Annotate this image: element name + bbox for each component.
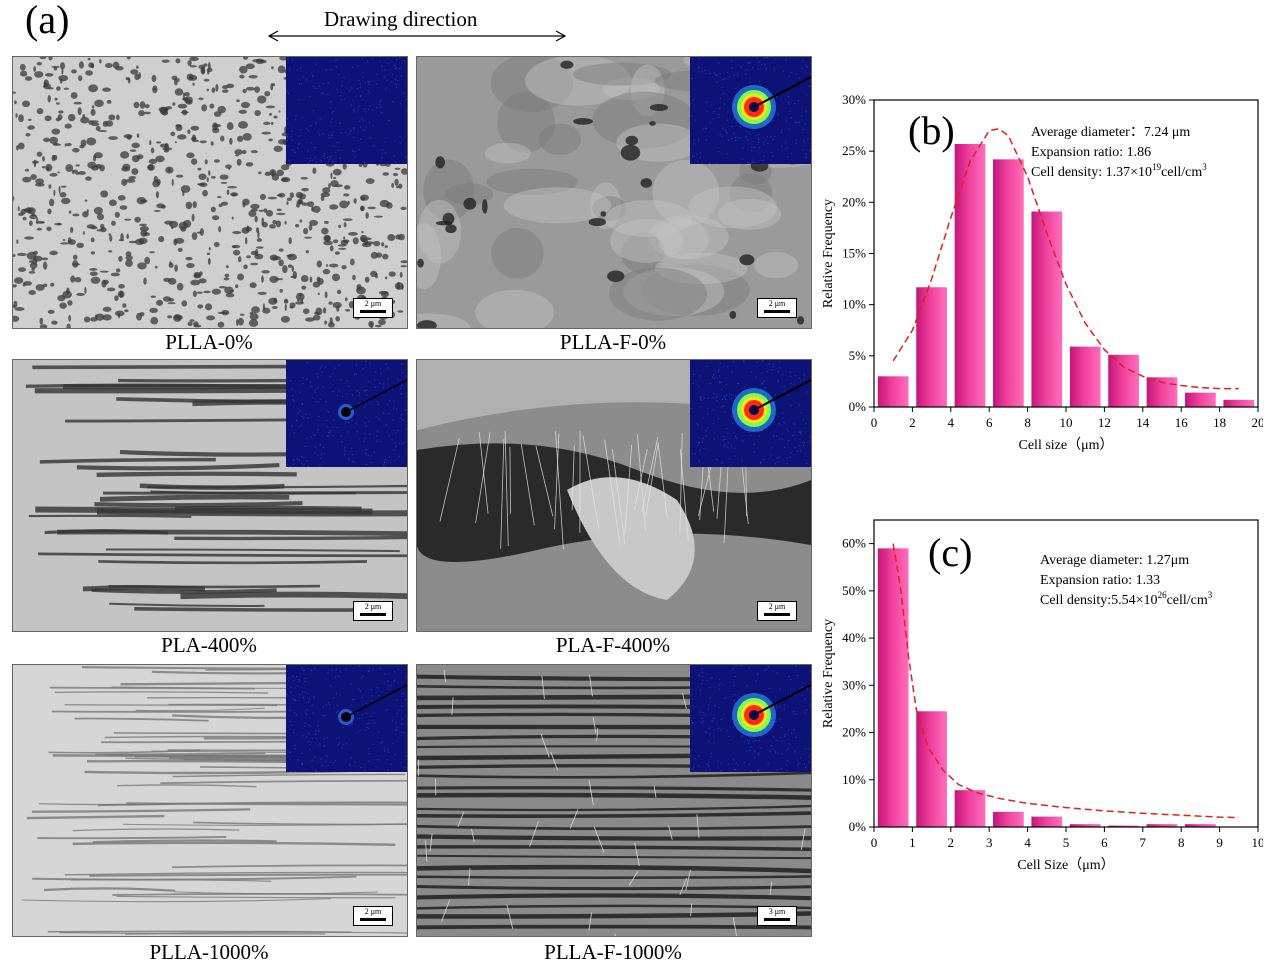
histogram-bar	[1031, 212, 1062, 407]
y-tick-label: 0%	[849, 819, 867, 834]
cell-density-annotation: Cell density: 1.37×1019cell/cm3	[1031, 162, 1207, 180]
saxs-pattern-inset	[690, 57, 811, 164]
sem-image: 2 μm	[416, 359, 812, 632]
y-tick-label: 50%	[842, 583, 866, 598]
x-tick-label: 5	[1063, 835, 1070, 850]
scale-bar: 3 μm	[757, 906, 797, 926]
saxs-pattern-inset	[286, 57, 407, 164]
scale-bar: 2 μm	[757, 601, 797, 621]
scale-bar: 2 μm	[353, 906, 393, 926]
histogram-bar	[1031, 817, 1062, 827]
y-tick-label: 20%	[842, 194, 866, 209]
y-axis-label: Relative Frequency	[821, 199, 836, 308]
y-tick-label: 20%	[842, 725, 866, 740]
x-tick-label: 8	[1024, 415, 1031, 430]
panel-a-label: (a)	[25, 0, 69, 40]
stats-annotation: Average diameter: 1.27μm	[1040, 553, 1189, 568]
chart-b: 0 2 4 6 8 10 12 14 16 18 20 0% 5% 10% 15% 20% 25% 30% Cell…	[818, 92, 1263, 464]
histogram-bar	[1108, 355, 1139, 407]
x-tick-label: 6	[986, 415, 993, 430]
sem-image: 3 μm	[416, 664, 812, 937]
x-tick-label: 10	[1252, 835, 1264, 850]
y-tick-label: 25%	[842, 143, 866, 158]
saxs-pattern-inset	[286, 360, 407, 467]
x-tick-label: 4	[948, 415, 955, 430]
y-axis-label: Relative Frequency	[821, 619, 836, 728]
sem-image: 2 μm	[416, 56, 812, 329]
sem-image-caption: PLLA-1000%	[59, 940, 359, 965]
scale-bar-label: 3 μm	[769, 907, 786, 916]
scale-bar-label: 2 μm	[769, 602, 786, 611]
sem-image: 2 μm	[12, 664, 408, 937]
x-tick-label: 9	[1216, 835, 1223, 850]
scale-bar: 2 μm	[757, 298, 797, 318]
x-tick-label: 0	[871, 835, 878, 850]
y-tick-label: 5%	[849, 348, 867, 363]
sem-image-caption: PLLA-F-1000%	[463, 940, 763, 965]
histogram-bar	[993, 812, 1024, 827]
histogram-bar	[916, 287, 947, 407]
scale-bar-label: 2 μm	[365, 907, 382, 916]
y-tick-label: 10%	[842, 772, 866, 787]
histogram-bar	[1223, 400, 1254, 407]
x-tick-label: 18	[1213, 415, 1226, 430]
x-tick-label: 8	[1178, 835, 1185, 850]
x-tick-label: 6	[1101, 835, 1108, 850]
stats-annotation: Expansion ratio: 1.86	[1031, 145, 1151, 160]
histogram-bar	[955, 144, 986, 407]
histogram-bar	[993, 159, 1024, 407]
y-tick-label: 30%	[842, 677, 866, 692]
saxs-pattern-inset	[690, 360, 811, 467]
histogram-bar	[878, 376, 909, 407]
y-tick-label: 10%	[842, 297, 866, 312]
sem-image: 2 μm	[12, 359, 408, 632]
x-tick-label: 20	[1252, 415, 1264, 430]
stats-annotation: Expansion ratio: 1.33	[1040, 573, 1160, 588]
sem-image-caption: PLA-F-400%	[463, 633, 763, 658]
x-tick-label: 14	[1136, 415, 1150, 430]
scale-bar-label: 2 μm	[365, 299, 382, 308]
x-tick-label: 7	[1140, 835, 1147, 850]
panel-label: (c)	[928, 530, 972, 575]
x-tick-label: 2	[909, 415, 916, 430]
x-tick-label: 10	[1060, 415, 1073, 430]
y-tick-label: 30%	[842, 92, 866, 107]
cell-density-annotation: Cell density:5.54×1026cell/cm3	[1040, 590, 1213, 608]
y-tick-label: 40%	[842, 630, 866, 645]
x-axis-label: Cell Size（μm）	[1017, 857, 1114, 873]
histogram-bar	[1185, 393, 1216, 407]
saxs-pattern-inset	[690, 665, 811, 772]
x-tick-label: 4	[1024, 835, 1031, 850]
y-tick-label: 0%	[849, 399, 867, 414]
sem-image: 2 μm	[12, 56, 408, 329]
histogram-bar	[955, 790, 986, 827]
panel-label: (b)	[908, 108, 955, 153]
drawing-direction-arrow	[266, 28, 568, 44]
x-axis-label: Cell size（μm）	[1019, 437, 1114, 453]
histogram-bar	[1070, 347, 1101, 407]
x-tick-label: 0	[871, 415, 878, 430]
sem-image-caption: PLA-400%	[59, 633, 359, 658]
stats-annotation: Average diameter：7.24 μm	[1031, 125, 1190, 140]
x-tick-label: 1	[909, 835, 916, 850]
chart-c: 0 1 2 3 4 5 6 7 8 9 10 0% 10% 20% 30% 40% 50% 60% Cell Siz…	[818, 512, 1263, 884]
histogram-bar	[878, 548, 909, 827]
y-tick-label: 60%	[842, 536, 866, 551]
scale-bar: 2 μm	[353, 601, 393, 621]
x-tick-label: 12	[1098, 415, 1111, 430]
x-tick-label: 2	[948, 835, 955, 850]
scale-bar-label: 2 μm	[365, 602, 382, 611]
saxs-pattern-inset	[286, 665, 407, 772]
x-tick-label: 16	[1175, 415, 1189, 430]
sem-image-caption: PLLA-0%	[59, 330, 359, 355]
x-tick-label: 3	[986, 835, 993, 850]
sem-image-caption: PLLA-F-0%	[463, 330, 763, 355]
scale-bar-label: 2 μm	[769, 299, 786, 308]
scale-bar: 2 μm	[353, 298, 393, 318]
y-tick-label: 15%	[842, 246, 866, 261]
